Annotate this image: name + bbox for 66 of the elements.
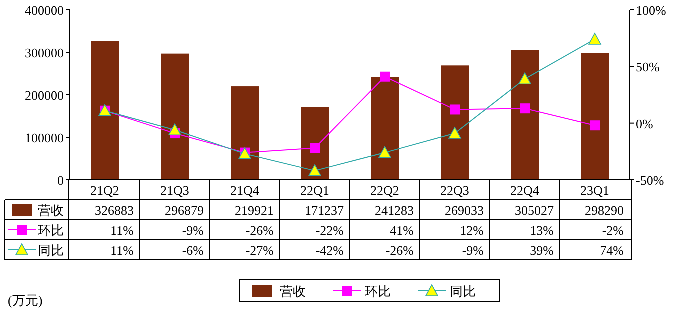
text: 同比 <box>450 284 476 299</box>
data-label: 296879 <box>165 203 204 218</box>
text: (万元) <box>8 293 43 308</box>
y-tick-label: 100000 <box>25 130 64 146</box>
data-label: 13% <box>530 223 554 238</box>
data-label: 219921 <box>235 203 274 218</box>
data-label: -9% <box>182 223 204 238</box>
data-label: -2% <box>602 223 624 238</box>
text: 环比 <box>365 284 391 299</box>
y-tick-label: 200000 <box>25 88 64 103</box>
point <box>518 72 532 85</box>
x-tick-label: 22Q1 <box>300 183 330 198</box>
y2-tick-label: 100% <box>636 3 666 18</box>
y2-tick-label: -50% <box>636 173 664 188</box>
bar <box>441 66 469 180</box>
text: 营收 <box>280 284 306 299</box>
x-tick-label: 22Q4 <box>510 183 540 198</box>
y2-tick-label: 0% <box>636 116 654 132</box>
data-label: 305027 <box>515 203 554 218</box>
data-label: 326883 <box>95 203 134 218</box>
x-tick-label: 22Q2 <box>370 183 400 198</box>
point <box>308 164 322 176</box>
point <box>450 104 460 115</box>
bar <box>371 77 399 180</box>
data-label: 269033 <box>445 203 484 218</box>
point <box>520 104 530 114</box>
data-label: 11% <box>110 243 134 258</box>
y-tick-label: 0 <box>58 173 64 188</box>
x-tick-label: 22Q3 <box>440 183 470 198</box>
data-label: -26% <box>386 243 414 258</box>
bar <box>91 41 119 180</box>
legend-label: 营收 <box>38 203 64 218</box>
y-tick-label: 400000 <box>25 3 64 18</box>
bar <box>581 53 609 180</box>
data-label: 241283 <box>375 203 414 218</box>
data-label: 11% <box>110 223 134 238</box>
point <box>310 143 320 154</box>
point <box>590 120 600 131</box>
x-tick-label: 21Q2 <box>90 183 120 198</box>
bar <box>511 50 539 180</box>
data-label: 74% <box>600 243 624 258</box>
legend-label: 同比 <box>38 243 64 258</box>
data-label: -22% <box>316 223 344 238</box>
bar <box>231 86 259 180</box>
point <box>448 127 462 139</box>
data-label: -42% <box>316 243 344 258</box>
x-tick-label: 21Q4 <box>230 183 260 198</box>
point <box>588 33 602 45</box>
y-tick-label: 300000 <box>25 46 64 60</box>
x-tick-label: 23Q1 <box>580 183 610 198</box>
data-label: 39% <box>530 243 554 258</box>
point <box>168 124 182 136</box>
data-label: -27% <box>246 243 274 258</box>
y2-tick-label: 50% <box>636 60 660 75</box>
x-tick-label: 21Q3 <box>160 183 190 198</box>
bar <box>161 54 189 180</box>
legend-label: 环比 <box>38 223 64 238</box>
data-label: 12% <box>460 223 484 238</box>
data-label: 171237 <box>305 203 344 218</box>
data-label: -9% <box>462 243 484 258</box>
point <box>378 146 392 158</box>
data-label: 41% <box>390 223 414 238</box>
data-label: -6% <box>182 243 204 258</box>
data-label: -26% <box>246 223 274 238</box>
data-label: 298290 <box>585 203 624 218</box>
point <box>380 72 390 82</box>
